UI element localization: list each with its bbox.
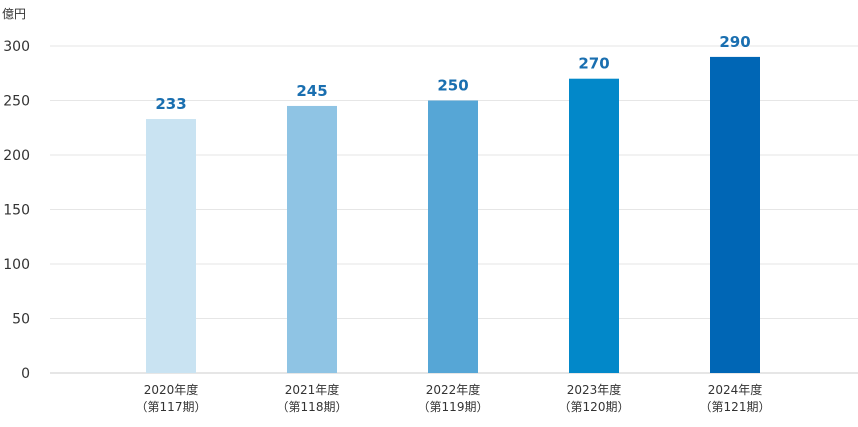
- x-tick-sublabel: （第118期）: [277, 400, 348, 414]
- y-axis-unit-label: 億円: [2, 7, 26, 21]
- bars: [146, 56, 760, 374]
- y-tick-label: 200: [3, 148, 30, 164]
- data-label: 250: [437, 77, 468, 95]
- x-tick-label: 2023年度: [567, 382, 622, 397]
- y-tick-label: 50: [12, 312, 30, 328]
- data-label: 290: [719, 33, 750, 51]
- x-tick-label: 2022年度: [426, 382, 481, 397]
- y-axis-ticks: 0 50 100 150 200 250 300: [3, 39, 30, 382]
- data-label: 270: [578, 55, 609, 73]
- bar: [569, 78, 619, 373]
- y-tick-label: 100: [3, 257, 30, 273]
- x-tick-label: 2024年度: [708, 382, 763, 397]
- bar: [287, 105, 337, 373]
- bar: [146, 119, 196, 373]
- x-axis-ticks: 2020年度 （第117期） 2021年度 （第118期） 2022年度 （第119期） 2…: [136, 382, 771, 414]
- x-tick-label: 2021年度: [285, 382, 340, 397]
- data-labels: 233 245 250 270 290: [155, 33, 750, 113]
- x-tick-sublabel: （第117期）: [136, 400, 207, 414]
- y-tick-label: 0: [21, 366, 30, 382]
- x-tick-sublabel: （第121期）: [700, 400, 771, 414]
- y-tick-label: 300: [3, 39, 30, 55]
- x-tick-sublabel: （第120期）: [559, 400, 630, 414]
- y-tick-label: 250: [3, 94, 30, 110]
- x-tick-sublabel: （第119期）: [418, 400, 489, 414]
- data-label: 245: [296, 82, 327, 100]
- bar: [428, 100, 478, 373]
- data-label: 233: [155, 95, 186, 113]
- bar: [710, 56, 760, 374]
- x-tick-label: 2020年度: [144, 382, 199, 397]
- y-tick-label: 150: [3, 203, 30, 219]
